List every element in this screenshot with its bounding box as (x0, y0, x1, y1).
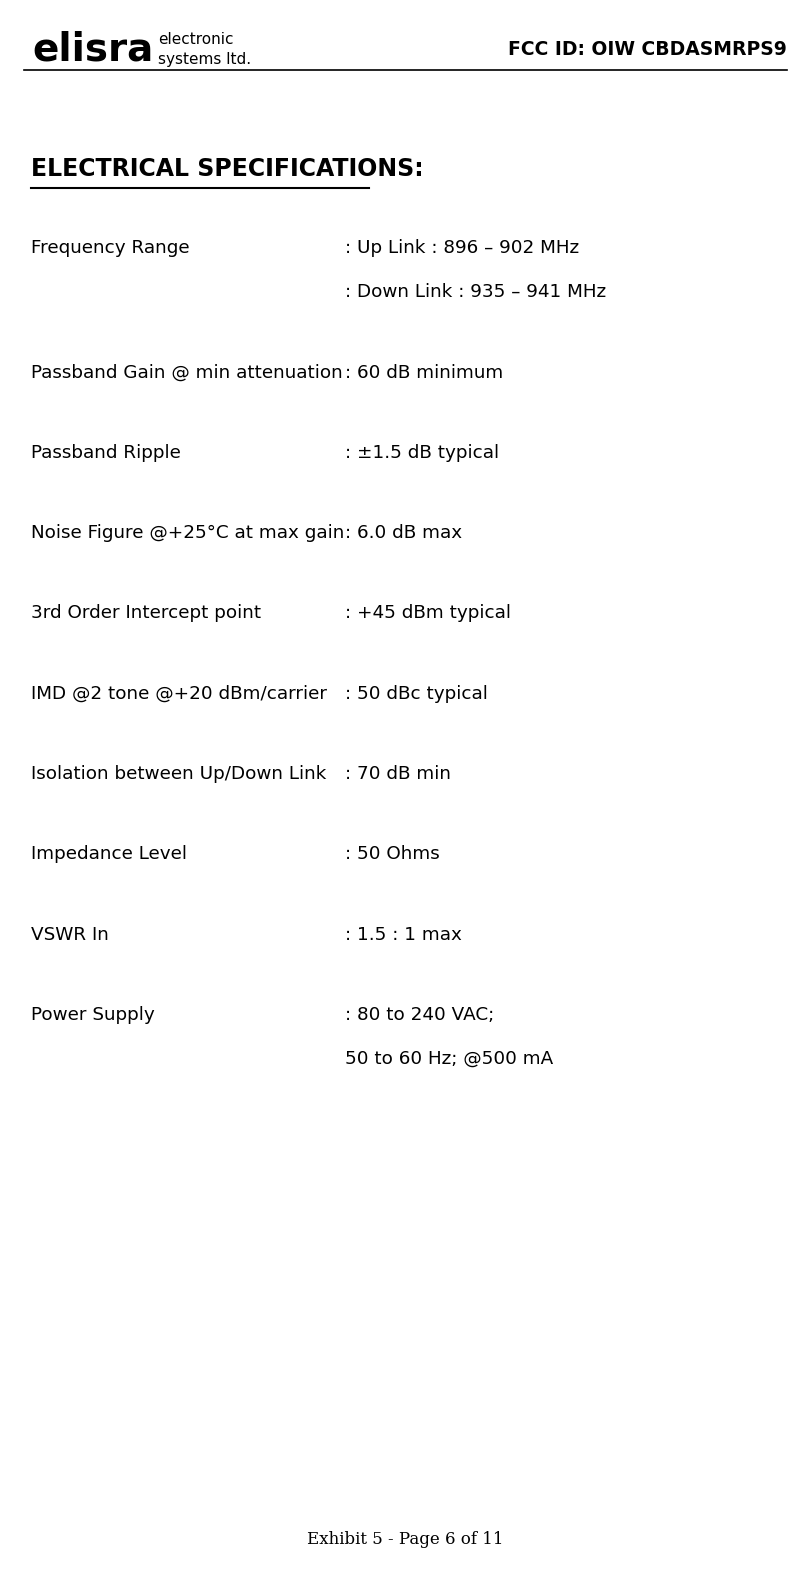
Text: Passband Gain @ min attenuation: Passband Gain @ min attenuation (31, 364, 342, 381)
Text: Passband Ripple: Passband Ripple (31, 444, 181, 461)
Text: : 80 to 240 VAC;: : 80 to 240 VAC; (345, 1006, 494, 1023)
Text: IMD @2 tone @+20 dBm/carrier: IMD @2 tone @+20 dBm/carrier (31, 685, 327, 702)
Text: : 70 dB min: : 70 dB min (345, 765, 451, 782)
Text: ELECTRICAL SPECIFICATIONS:: ELECTRICAL SPECIFICATIONS: (31, 157, 423, 181)
Text: : Down Link : 935 – 941 MHz: : Down Link : 935 – 941 MHz (345, 283, 606, 301)
Text: 50 to 60 Hz; @500 mA: 50 to 60 Hz; @500 mA (345, 1050, 553, 1069)
Text: : 50 Ohms: : 50 Ohms (345, 845, 440, 863)
Text: : 60 dB minimum: : 60 dB minimum (345, 364, 503, 381)
Text: Power Supply: Power Supply (31, 1006, 155, 1023)
Text: Isolation between Up/Down Link: Isolation between Up/Down Link (31, 765, 326, 782)
Text: VSWR In: VSWR In (31, 926, 109, 943)
Text: Frequency Range: Frequency Range (31, 239, 190, 257)
Text: : ±1.5 dB typical: : ±1.5 dB typical (345, 444, 499, 461)
Text: Noise Figure @+25°C at max gain: Noise Figure @+25°C at max gain (31, 524, 344, 541)
Text: : 1.5 : 1 max: : 1.5 : 1 max (345, 926, 461, 943)
Text: Impedance Level: Impedance Level (31, 845, 187, 863)
Text: 3rd Order Intercept point: 3rd Order Intercept point (31, 604, 261, 622)
Text: Exhibit 5 - Page 6 of 11: Exhibit 5 - Page 6 of 11 (307, 1532, 504, 1547)
Text: FCC ID: OIW CBDASMRPS9: FCC ID: OIW CBDASMRPS9 (508, 39, 787, 60)
Text: : +45 dBm typical: : +45 dBm typical (345, 604, 511, 622)
Text: : Up Link : 896 – 902 MHz: : Up Link : 896 – 902 MHz (345, 239, 579, 257)
Text: : 6.0 dB max: : 6.0 dB max (345, 524, 461, 541)
Text: electronic
systems ltd.: electronic systems ltd. (158, 31, 251, 68)
Text: : 50 dBc typical: : 50 dBc typical (345, 685, 487, 702)
Text: elisra: elisra (32, 30, 154, 69)
